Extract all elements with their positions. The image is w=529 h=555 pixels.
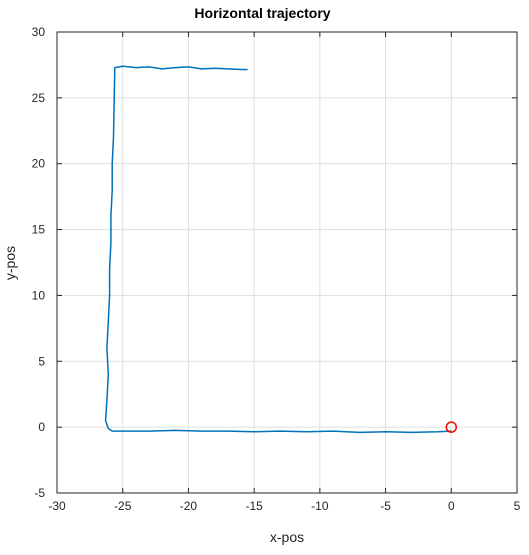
grid <box>57 32 517 493</box>
series-layer <box>104 65 458 434</box>
y-tick-label: 20 <box>32 157 46 171</box>
x-axis-label: x-pos <box>270 529 304 545</box>
y-tick-label: 15 <box>32 223 46 237</box>
x-tick-label: -15 <box>245 499 263 513</box>
y-tick-label: 0 <box>38 420 45 434</box>
axis-ticks: -30 -25 -20 -15 -10 -5 0 5 -5 0 5 10 15 20 25 30 <box>32 25 521 513</box>
y-tick-label: 25 <box>32 91 46 105</box>
x-tick-label: -5 <box>380 499 391 513</box>
y-axis-label: y-pos <box>2 246 18 280</box>
x-tick-label: -20 <box>180 499 198 513</box>
start-marker-circle <box>445 421 458 433</box>
plot-frame <box>56 31 518 494</box>
y-tick-label: 10 <box>32 288 46 302</box>
x-tick-label: 0 <box>448 499 455 513</box>
chart-title: Horizontal trajectory <box>194 5 330 21</box>
x-tick-label: -25 <box>114 499 132 513</box>
trajectory-line <box>104 65 452 434</box>
y-tick-label: -5 <box>34 486 45 500</box>
x-tick-label: -30 <box>48 499 66 513</box>
x-tick-label: 5 <box>514 499 521 513</box>
y-tick-label: 5 <box>38 354 45 368</box>
y-tick-label: 30 <box>32 25 46 39</box>
x-tick-label: -10 <box>311 499 329 513</box>
